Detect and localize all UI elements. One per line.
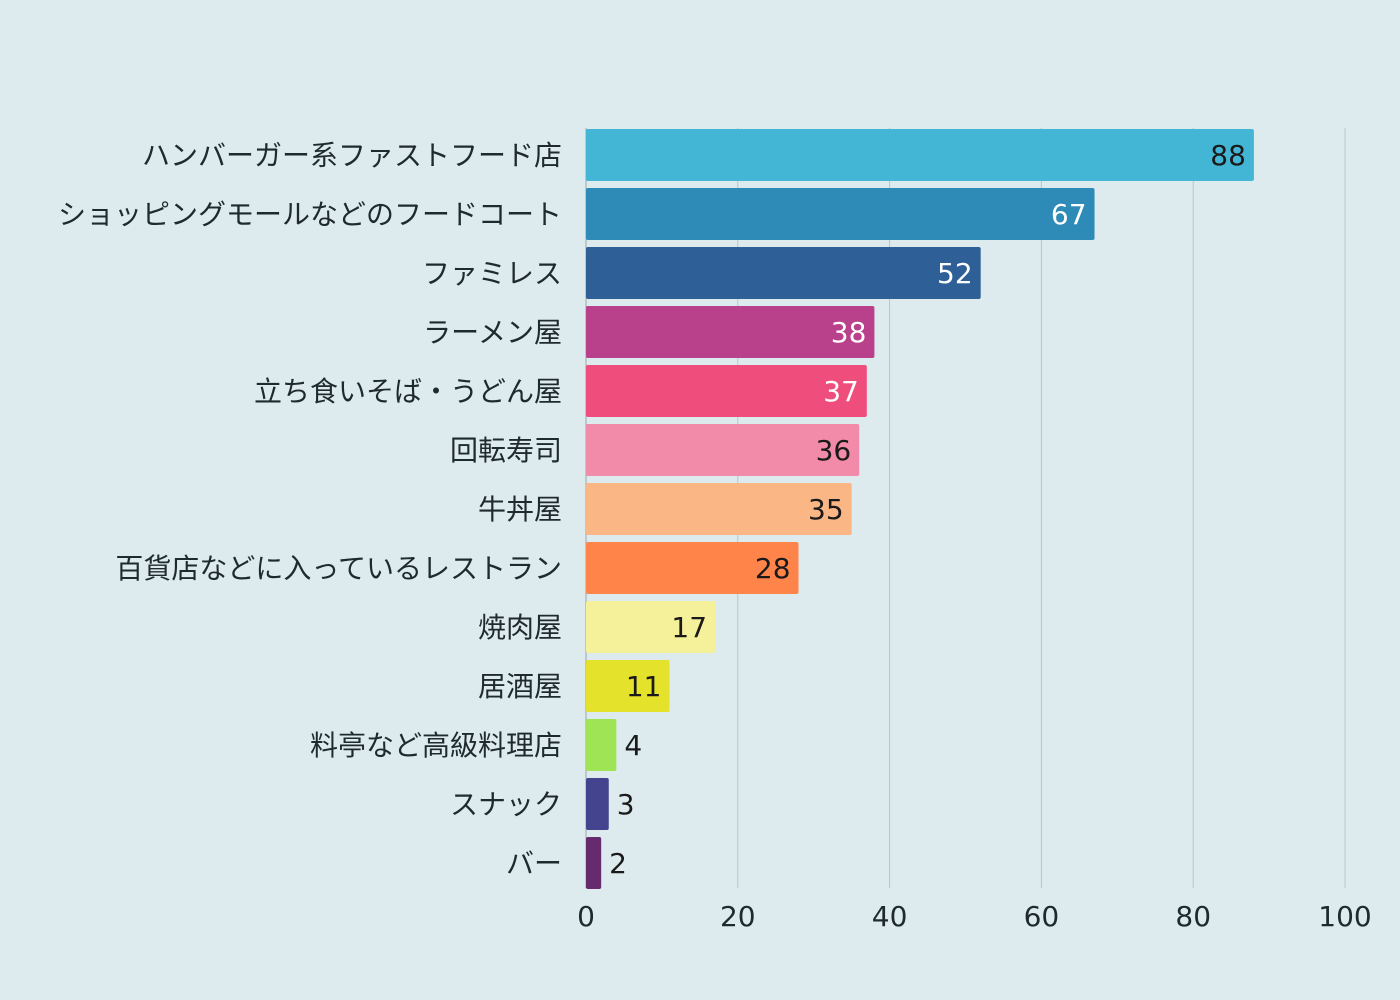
- bar-layer: [586, 129, 1254, 889]
- value-label: 35: [808, 493, 844, 526]
- category-label: 焼肉屋: [478, 611, 562, 644]
- category-label: ショッピングモールなどのフードコート: [58, 198, 562, 231]
- x-tick-label: 60: [1024, 900, 1060, 933]
- category-label: 回転寿司: [450, 434, 562, 467]
- category-label: ファミレス: [422, 257, 562, 290]
- category-label: 牛丼屋: [478, 493, 562, 526]
- x-axis: 0 20 40 60 80 100: [577, 900, 1372, 933]
- x-tick-label: 40: [872, 900, 908, 933]
- value-label: 3: [617, 788, 635, 821]
- category-label: スナック: [450, 788, 562, 821]
- category-label: 立ち食いそば・うどん屋: [254, 375, 562, 408]
- bar: [586, 660, 670, 712]
- x-tick-label: 20: [720, 900, 756, 933]
- bar: [586, 837, 602, 889]
- category-label: ラーメン屋: [423, 316, 562, 349]
- bar: [586, 601, 716, 653]
- value-label: 38: [831, 316, 867, 349]
- value-label: 36: [816, 434, 852, 467]
- bar: [586, 129, 1254, 181]
- category-label: 料亭など高級料理店: [310, 729, 562, 762]
- bar: [586, 247, 981, 299]
- value-label: 17: [671, 611, 707, 644]
- value-label: 11: [626, 670, 662, 703]
- bar: [586, 424, 860, 476]
- bar: [586, 778, 609, 830]
- value-label: 4: [624, 729, 642, 762]
- value-label: 37: [823, 375, 859, 408]
- bar: [586, 719, 617, 771]
- value-label: 2: [609, 847, 627, 880]
- category-label: 居酒屋: [478, 670, 562, 703]
- bar: [586, 483, 852, 535]
- category-label: バー: [506, 847, 562, 880]
- value-label: 52: [937, 257, 973, 290]
- value-label: 28: [755, 552, 791, 585]
- x-tick-label: 100: [1318, 900, 1371, 933]
- x-tick-label: 80: [1175, 900, 1211, 933]
- category-label: ハンバーガー系ファストフード店: [142, 139, 562, 172]
- value-label: 88: [1210, 139, 1246, 172]
- bar: [586, 542, 799, 594]
- bar: [586, 306, 875, 358]
- bar: [586, 188, 1095, 240]
- bar: [586, 365, 867, 417]
- category-label: 百貨店などに入っているレストラン: [115, 552, 562, 585]
- value-label: 67: [1051, 198, 1087, 231]
- x-tick-label: 0: [577, 900, 595, 933]
- label-layer: ハンバーガー系ファストフード店 88 ショッピングモールなどのフードコート 67 ファミ…: [58, 139, 1246, 880]
